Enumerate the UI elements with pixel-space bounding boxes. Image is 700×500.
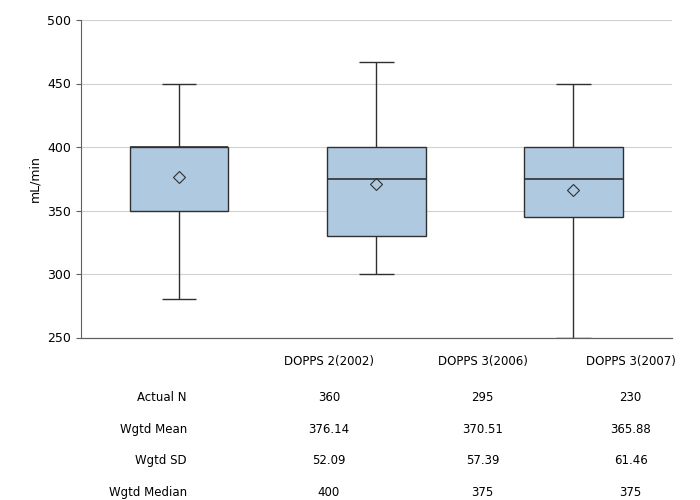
Text: 400: 400 bbox=[318, 486, 340, 498]
Text: 375: 375 bbox=[472, 486, 493, 498]
Text: Wgtd SD: Wgtd SD bbox=[135, 454, 187, 467]
Bar bbox=[130, 147, 228, 210]
Text: 61.46: 61.46 bbox=[614, 454, 648, 467]
Text: DOPPS 2(2002): DOPPS 2(2002) bbox=[284, 355, 374, 368]
Y-axis label: mL/min: mL/min bbox=[28, 156, 41, 202]
Text: DOPPS 3(2007): DOPPS 3(2007) bbox=[586, 355, 676, 368]
Text: Actual N: Actual N bbox=[137, 391, 187, 404]
Text: 52.09: 52.09 bbox=[312, 454, 346, 467]
Text: 365.88: 365.88 bbox=[610, 422, 651, 436]
Text: 375: 375 bbox=[620, 486, 642, 498]
Text: Wgtd Mean: Wgtd Mean bbox=[120, 422, 187, 436]
Bar bbox=[524, 147, 623, 217]
Text: 295: 295 bbox=[472, 391, 494, 404]
Text: 376.14: 376.14 bbox=[309, 422, 349, 436]
Text: Wgtd Median: Wgtd Median bbox=[108, 486, 187, 498]
Bar bbox=[327, 147, 426, 236]
Text: 370.51: 370.51 bbox=[462, 422, 503, 436]
Text: 230: 230 bbox=[620, 391, 642, 404]
Text: 57.39: 57.39 bbox=[466, 454, 500, 467]
Text: 360: 360 bbox=[318, 391, 340, 404]
Text: DOPPS 3(2006): DOPPS 3(2006) bbox=[438, 355, 528, 368]
